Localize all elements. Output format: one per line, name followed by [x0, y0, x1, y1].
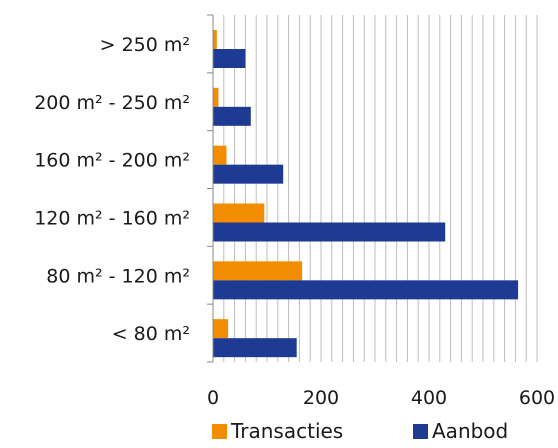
x-tick-label: 0	[207, 387, 219, 409]
bar-aanbod	[213, 164, 284, 184]
legend: Transacties Aanbod	[212, 419, 508, 443]
bar-aanbod	[213, 49, 246, 68]
category-label: 80 m² - 120 m²	[46, 265, 190, 287]
legend-label: Transacties	[230, 419, 343, 443]
category-label: 160 m² - 200 m²	[34, 150, 190, 172]
bar-aanbod	[213, 106, 251, 126]
category-label: < 80 m²	[112, 323, 190, 345]
bar-aanbod	[213, 338, 297, 358]
y-axis	[207, 14, 214, 363]
category-label: 200 m² - 250 m²	[34, 92, 190, 114]
bar-aanbod	[213, 280, 519, 300]
bar-transacties	[213, 319, 229, 339]
gridlines	[223, 15, 538, 362]
bar-transacties	[213, 87, 219, 107]
bar-transacties	[213, 203, 265, 223]
x-tick-label: 400	[411, 387, 447, 409]
bar-transacties	[213, 261, 303, 281]
x-tick-label: 200	[303, 387, 339, 409]
bars	[213, 30, 519, 358]
category-label: 120 m² - 160 m²	[34, 207, 190, 229]
legend-swatch	[212, 424, 227, 439]
x-tick-label: 600	[519, 387, 555, 409]
bar-aanbod	[213, 222, 446, 242]
bar-transacties	[213, 145, 227, 165]
x-tick-labels: 0 200 400 600	[207, 387, 555, 409]
category-label: > 250 m²	[100, 34, 190, 56]
bar-transacties	[213, 30, 217, 49]
legend-swatch	[413, 424, 428, 439]
category-labels: > 250 m² 200 m² - 250 m² 160 m² - 200 m² 12…	[34, 34, 190, 345]
legend-label: Aanbod	[432, 419, 508, 443]
